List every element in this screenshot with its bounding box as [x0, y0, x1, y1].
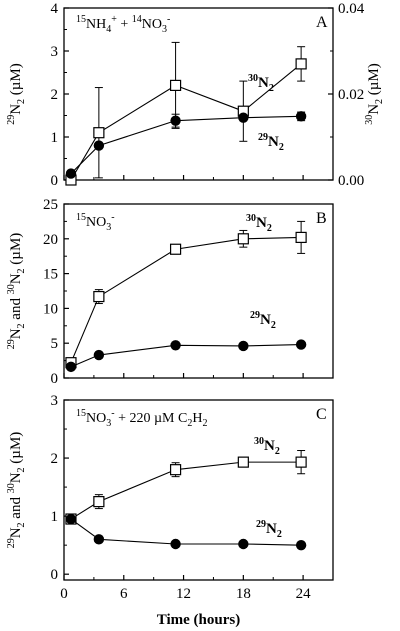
data-point-circle [93, 534, 105, 545]
panel-a: 0 1 2 3 4 0.00 0.02 0.04 30N2 (µM) 29N2 (µM) 15NH4… [6, 1, 385, 189]
y2-tick-label: 0.04 [338, 1, 365, 17]
data-point-circle [170, 538, 181, 550]
y-tick-label: 2 [51, 87, 59, 103]
series-line [70, 461, 302, 520]
data-point-circle [65, 513, 77, 525]
series-label: 29N2 [256, 519, 282, 540]
y-tick-label: 1 [51, 130, 59, 146]
data-point-circle [238, 340, 249, 352]
series-label: 30N2 [254, 436, 280, 457]
series-label: 29N2 [250, 310, 276, 331]
y2-tick-label: 0.02 [338, 87, 364, 103]
data-point-square [295, 58, 307, 70]
y-tick-label: 3 [51, 44, 59, 60]
x-tick-label: 18 [236, 586, 251, 602]
y-axis-label: 29N2 and 30N2 (µM) [6, 233, 27, 350]
y-tick-label: 15 [43, 267, 58, 283]
y-tick-label: 4 [51, 1, 59, 17]
data-point-circle [170, 115, 181, 126]
panel-label: B [316, 210, 327, 227]
y-axis-label: 29N2 (µM) [6, 63, 27, 125]
data-point-square [295, 456, 307, 468]
data-point-circle [295, 539, 307, 551]
y-axis-label: 29N2 and 30N2 (µM) [6, 432, 27, 549]
y-tick-label: 0 [51, 371, 59, 387]
data-point-circle [65, 361, 77, 373]
data-point-circle [93, 349, 105, 361]
panel-label: A [316, 14, 328, 31]
series-line [70, 115, 302, 174]
y-tick-label: 25 [43, 197, 58, 213]
panel-b: 0 5 10 15 20 25 29N2 and 30N2 (µM) 15NO3- B 30N2 2… [6, 197, 334, 387]
series-label: 30N2 [246, 213, 272, 234]
data-point-circle [170, 340, 181, 351]
data-point-circle [238, 538, 249, 550]
y-tick-label: 5 [51, 336, 59, 352]
data-point-circle [93, 140, 105, 151]
panel-label: C [316, 406, 327, 423]
y-tick-label: 20 [43, 232, 58, 248]
series-label: 29N2 [258, 132, 284, 153]
x-tick-label: 0 [60, 586, 68, 602]
data-point-square [93, 290, 105, 303]
data-point-square [237, 456, 249, 468]
data-point-square [169, 79, 182, 92]
y2-axis-label: 30N2 (µM) [364, 63, 385, 125]
x-tick-label: 12 [176, 586, 191, 602]
x-axis-label: Time (hours) [157, 612, 240, 628]
data-point-circle [238, 112, 249, 123]
y-tick-label: 10 [43, 301, 58, 317]
data-point-square [237, 233, 249, 245]
plot-frame [63, 399, 334, 581]
y2-tick-label: 0.00 [338, 173, 364, 189]
data-point-square [295, 231, 307, 244]
data-point-square [93, 127, 105, 139]
y-tick-label: 2 [51, 451, 59, 467]
series-line [70, 344, 302, 368]
data-point-circle [295, 339, 307, 350]
x-tick-label: 6 [120, 586, 128, 602]
series-line [70, 236, 302, 363]
y-tick-label: 3 [51, 393, 59, 409]
panel-annotation: 15NO3- [76, 212, 115, 233]
y-tick-label: 0 [51, 173, 59, 189]
panel-annotation: 15NO3- + 220 µM C2H2 [76, 408, 207, 429]
panel-annotation: 15NH4+ + 14NO3- [76, 14, 170, 35]
data-point-square [93, 496, 105, 508]
y-tick-label: 0 [51, 567, 59, 583]
y-tick-label: 1 [51, 509, 59, 525]
data-point-circle [295, 111, 307, 122]
series-label: 30N2 [248, 73, 274, 94]
x-tick-label: 24 [296, 586, 312, 602]
data-point-circle [65, 168, 77, 179]
data-point-square [169, 243, 182, 255]
data-point-square [169, 464, 182, 476]
